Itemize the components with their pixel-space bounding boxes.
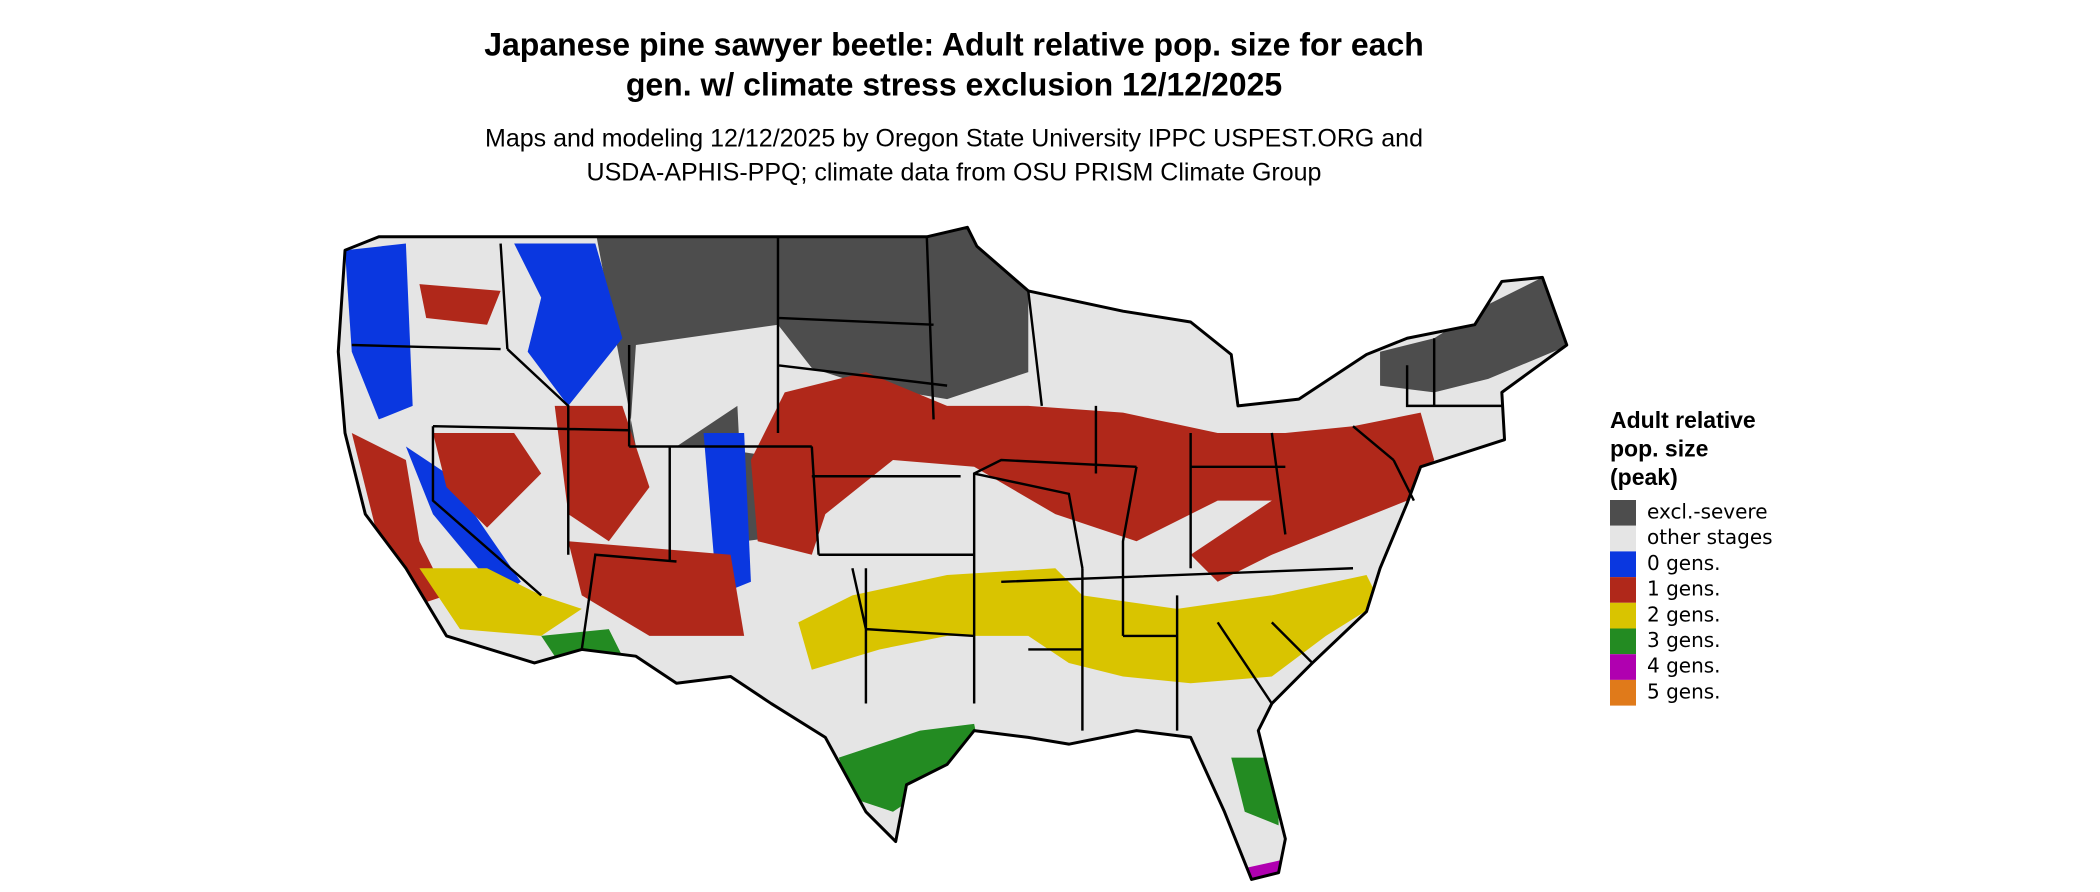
zone <box>405 446 521 596</box>
subtitle-line: Maps and modeling 12/12/2025 by Oregon S… <box>485 125 1423 153</box>
map <box>336 225 1569 881</box>
title-line: Japanese pine sawyer beetle: Adult relat… <box>484 26 1424 62</box>
zone <box>554 405 650 542</box>
state-line <box>351 236 1502 731</box>
legend-label: 2 gens. <box>1647 602 1721 626</box>
legend-swatch <box>1610 654 1636 680</box>
state-borders <box>351 236 1502 731</box>
zone <box>1231 757 1279 826</box>
legend-swatch <box>1610 551 1636 578</box>
zone <box>419 568 582 636</box>
legend-swatch <box>1610 602 1636 629</box>
legend-title: (peak) <box>1610 464 1678 490</box>
zone <box>351 432 447 609</box>
legend-label: other stages <box>1647 525 1773 549</box>
zone <box>1224 859 1286 880</box>
legend-swatch <box>1610 628 1636 655</box>
title-line: gen. w/ climate stress exclusion 12/12/2… <box>626 66 1282 102</box>
legend: Adult relative pop. size(peak) excl.-sever… <box>1610 407 1773 706</box>
zone <box>750 372 1435 582</box>
zone <box>838 723 981 812</box>
zone <box>345 243 413 420</box>
legend-swatch <box>1610 577 1636 603</box>
legend-label: 4 gens. <box>1647 654 1721 678</box>
zone <box>798 568 1381 684</box>
zones <box>345 227 1567 880</box>
zone <box>568 541 745 636</box>
legend-label: 0 gens. <box>1647 551 1721 575</box>
zone <box>595 227 1029 542</box>
legend-label: 1 gens. <box>1647 577 1721 601</box>
subtitle-line: USDA-APHIS-PPQ; climate data from OSU PR… <box>587 159 1322 187</box>
zone <box>432 432 542 528</box>
legend-label: excl.-severe <box>1647 500 1768 524</box>
legend-swatch <box>1610 679 1636 706</box>
legend-title: pop. size <box>1610 436 1708 462</box>
legend-label: 3 gens. <box>1647 628 1721 652</box>
zone <box>1380 277 1567 393</box>
zone <box>419 284 501 325</box>
zone <box>514 243 623 406</box>
legend-title: Adult relative <box>1610 407 1756 433</box>
legend-swatch <box>1610 525 1636 552</box>
legend-swatch <box>1610 500 1636 526</box>
legend-label: 5 gens. <box>1647 679 1721 703</box>
